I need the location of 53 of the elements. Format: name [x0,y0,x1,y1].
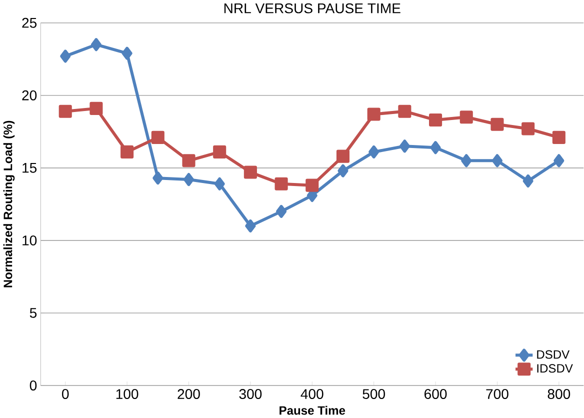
point [60,50,71,63]
x-tick-label: 500 [362,389,385,399]
point [120,145,134,158]
x-tick-label: 700 [486,389,508,399]
point [399,140,410,153]
point [152,172,164,185]
point [122,46,132,60]
chart-title: NRL VERSUS PAUSE TIME [224,3,400,14]
point [183,172,194,186]
point [492,154,502,168]
point [461,154,472,168]
point [460,110,473,124]
x-tick-label: 300 [239,389,262,399]
point [90,38,102,52]
point [182,154,196,168]
point [276,204,287,218]
x-tick-label: 200 [178,389,200,399]
y-tick-label: 20 [22,90,37,100]
point [552,130,566,144]
y-tick-label: 5 [30,308,37,318]
x-tick-label: 400 [300,389,324,399]
point [214,177,225,190]
y-tick-label: 10 [22,235,37,246]
x-tick-label: 100 [116,389,138,399]
legend-label: IDSDV [537,364,573,373]
point [398,104,412,118]
point [58,104,72,118]
point [213,145,226,158]
legend-label: DSDV [537,350,570,359]
y-tick-label: 0 [30,380,37,390]
point [429,113,442,127]
point [151,130,164,144]
point [368,145,380,158]
point [554,154,564,168]
x-tick-label: 0 [62,389,69,399]
point [490,118,504,131]
point [245,219,256,232]
point [338,164,348,178]
y-tick-label: 25 [22,18,37,28]
point [244,166,257,179]
point [367,108,380,121]
y-axis-title: Normalized Routing Load (%) [3,120,15,288]
point [522,174,534,188]
y-tick-label: 15 [22,162,37,173]
point [274,177,288,190]
point [430,141,441,154]
x-tick-label: 800 [548,389,570,399]
x-tick-label: 600 [424,389,447,399]
x-axis-title: Pause Time [280,406,346,415]
point [90,102,103,115]
point [336,150,350,163]
point [306,178,319,192]
point [522,122,535,136]
